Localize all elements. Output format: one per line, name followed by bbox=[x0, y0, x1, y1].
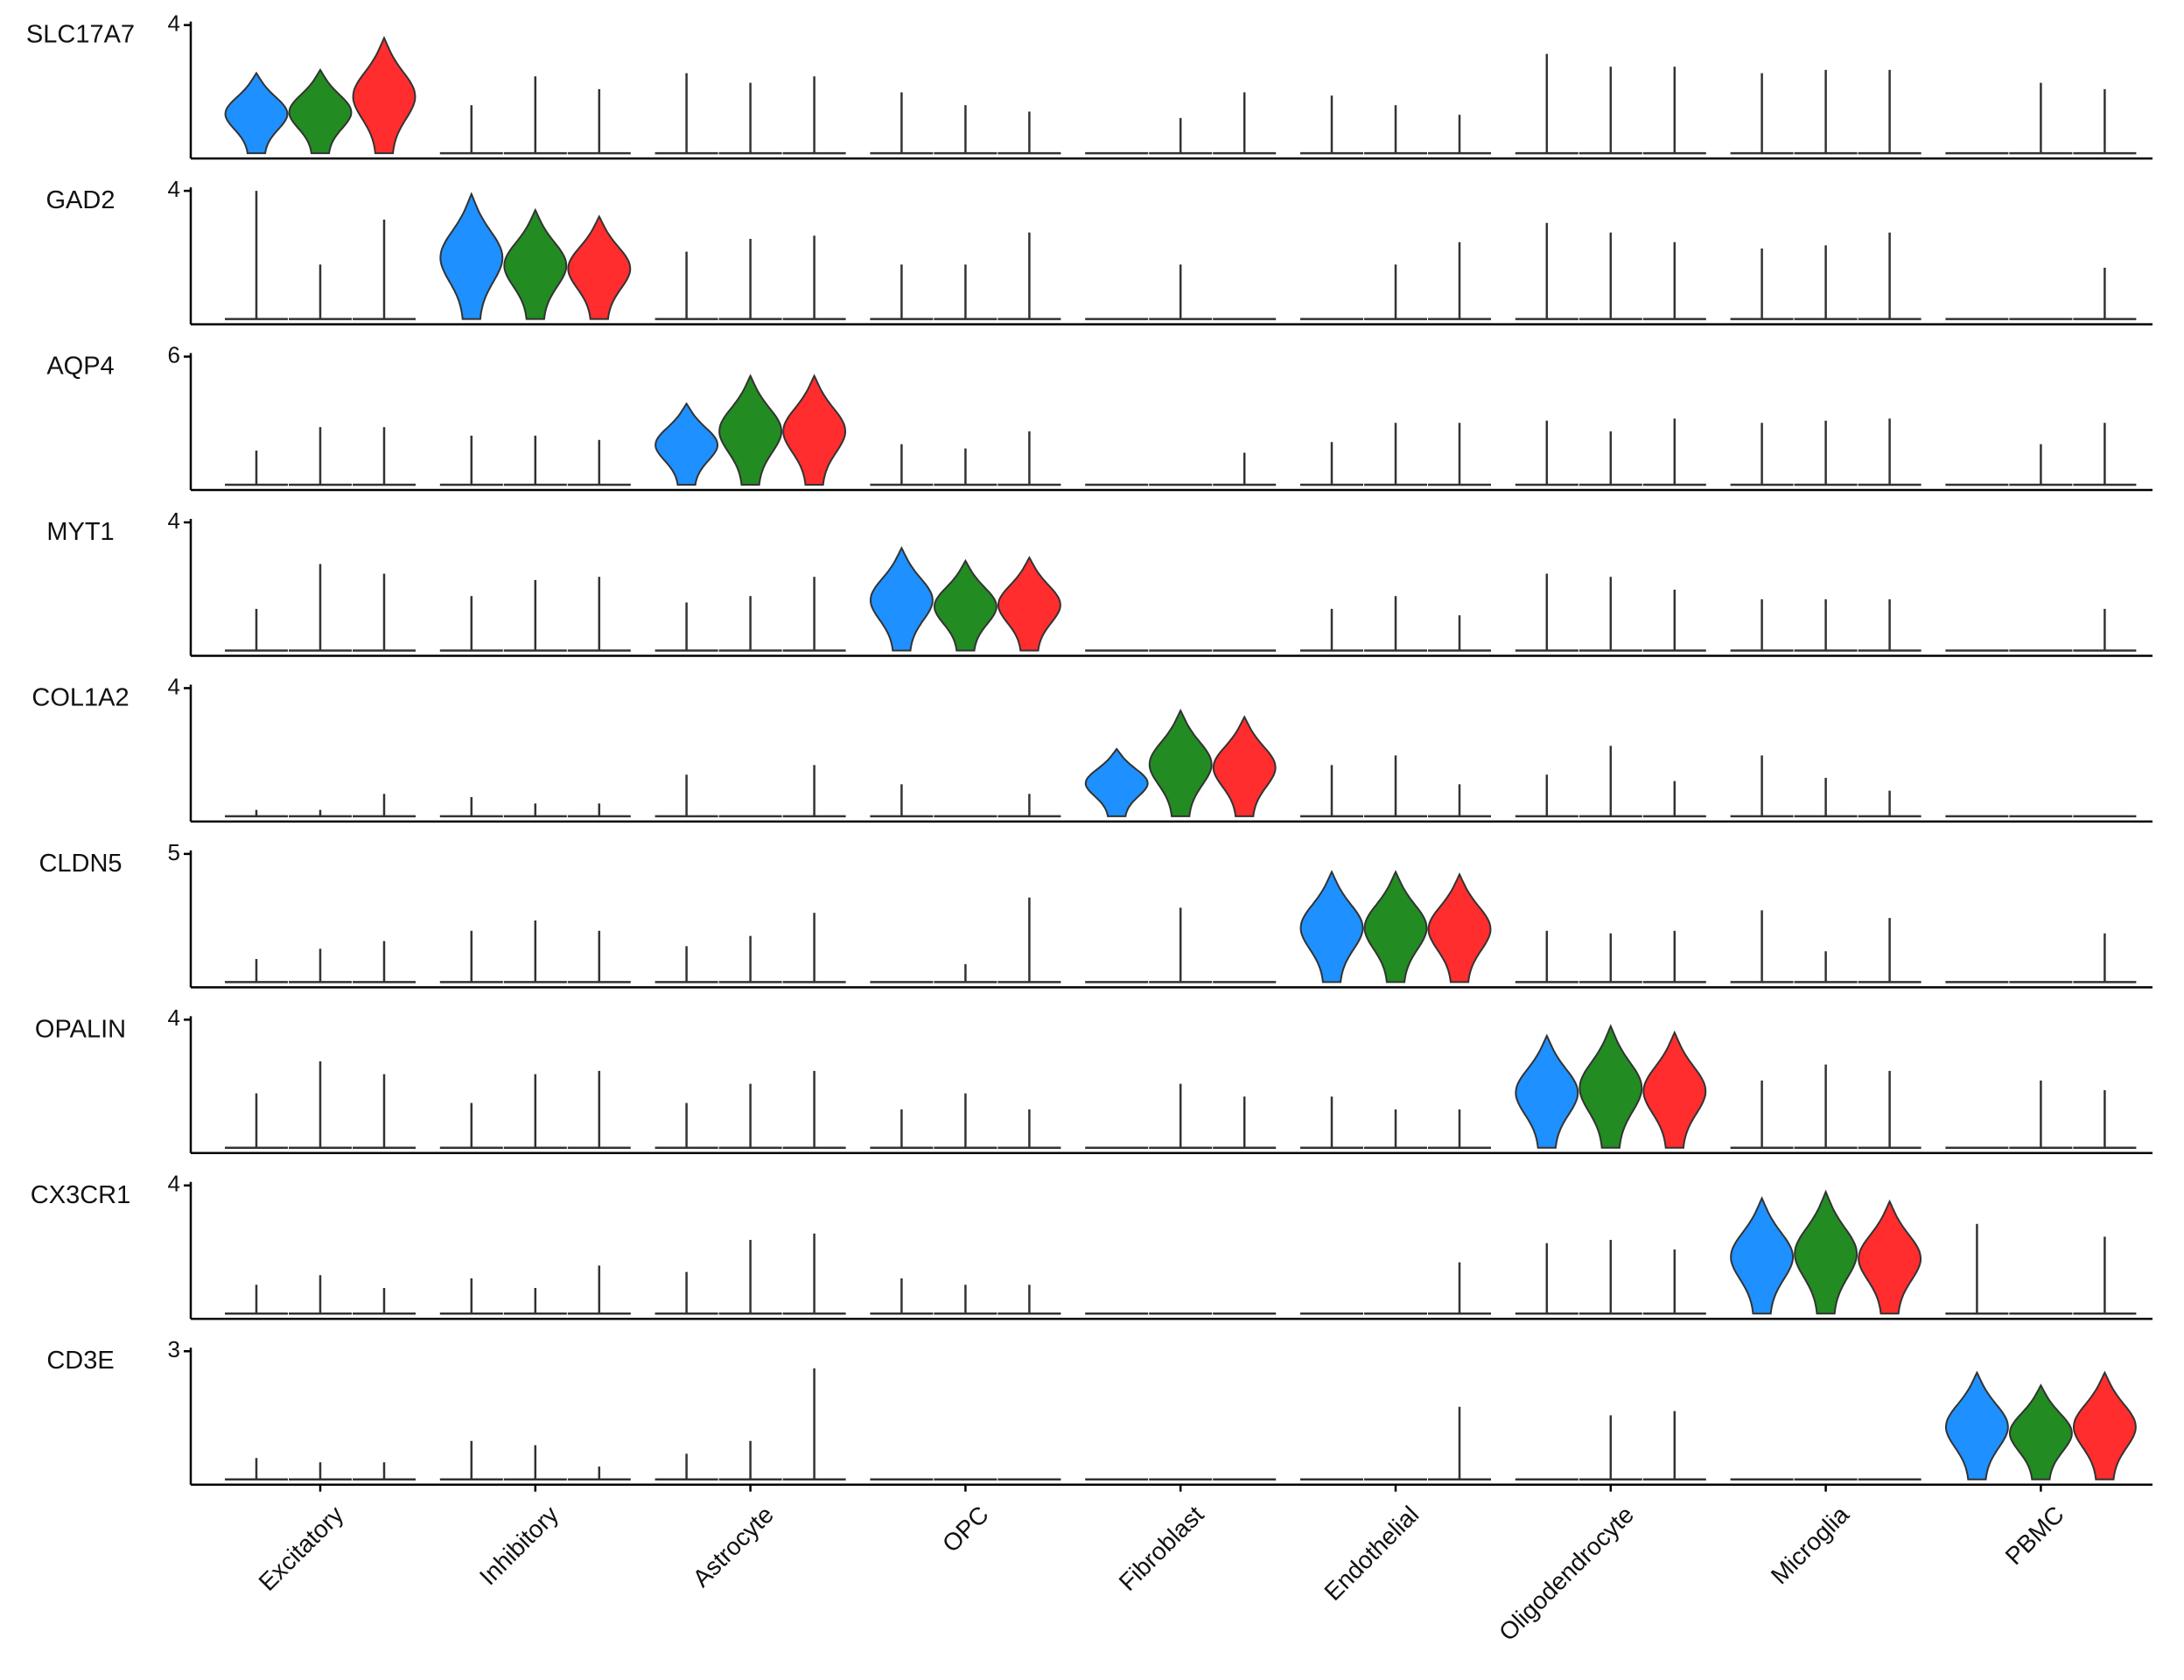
violin bbox=[1730, 1195, 1794, 1315]
violin bbox=[1148, 708, 1213, 817]
x-tick-label: PBMC bbox=[2000, 1501, 2069, 1570]
x-tick-label: Excitatory bbox=[254, 1501, 349, 1596]
violin bbox=[1794, 1189, 1858, 1315]
violin bbox=[1858, 1199, 1922, 1315]
x-tick-label: Microglia bbox=[1766, 1501, 1854, 1589]
x-tick-label: Endothelial bbox=[1319, 1501, 1424, 1606]
y-tick-label: 4 bbox=[168, 673, 180, 699]
violin bbox=[2009, 1383, 2073, 1480]
violin bbox=[870, 546, 934, 652]
x-tick-label: Astrocyte bbox=[688, 1501, 779, 1592]
violin bbox=[1945, 1370, 2009, 1480]
gene-label: AQP4 bbox=[46, 353, 114, 381]
gene-label: MYT1 bbox=[46, 518, 114, 546]
x-tick-label: Oligodendrocyte bbox=[1494, 1501, 1639, 1646]
violin bbox=[288, 68, 353, 155]
violin bbox=[1578, 1024, 1643, 1149]
y-tick-label: 4 bbox=[168, 1171, 180, 1197]
violin bbox=[782, 374, 846, 486]
gene-label: COL1A2 bbox=[32, 683, 129, 711]
violin bbox=[2073, 1370, 2137, 1480]
violin bbox=[1515, 1033, 1579, 1149]
violin bbox=[718, 374, 782, 486]
y-tick-label: 4 bbox=[168, 176, 180, 202]
gene-label: CX3CR1 bbox=[31, 1181, 130, 1209]
violin bbox=[224, 71, 289, 155]
x-tick-label: OPC bbox=[937, 1501, 994, 1558]
violin bbox=[1427, 872, 1492, 984]
gene-label: CLDN5 bbox=[38, 850, 122, 878]
violin bbox=[1299, 870, 1364, 984]
x-tick-label: Fibroblast bbox=[1114, 1501, 1209, 1596]
violin bbox=[352, 35, 416, 155]
violin bbox=[654, 402, 718, 486]
violin bbox=[934, 558, 998, 652]
y-tick-label: 5 bbox=[168, 839, 180, 865]
y-tick-label: 6 bbox=[168, 341, 180, 368]
violin bbox=[1212, 715, 1277, 817]
violin bbox=[567, 214, 632, 320]
gene-label: CD3E bbox=[46, 1347, 114, 1375]
gene-label: SLC17A7 bbox=[26, 21, 135, 49]
violin bbox=[1642, 1030, 1707, 1149]
y-tick-label: 4 bbox=[168, 1004, 180, 1031]
violin bbox=[1363, 870, 1428, 984]
y-tick-label: 4 bbox=[168, 10, 180, 37]
violin bbox=[503, 207, 568, 320]
y-tick-label: 4 bbox=[168, 508, 180, 534]
gene-label: OPALIN bbox=[35, 1015, 126, 1043]
gene-label: GAD2 bbox=[46, 186, 116, 214]
violin bbox=[439, 192, 504, 320]
violin bbox=[1084, 747, 1149, 817]
violin bbox=[998, 556, 1061, 652]
x-tick-label: Inhibitory bbox=[474, 1501, 564, 1590]
y-tick-label: 3 bbox=[168, 1336, 180, 1362]
